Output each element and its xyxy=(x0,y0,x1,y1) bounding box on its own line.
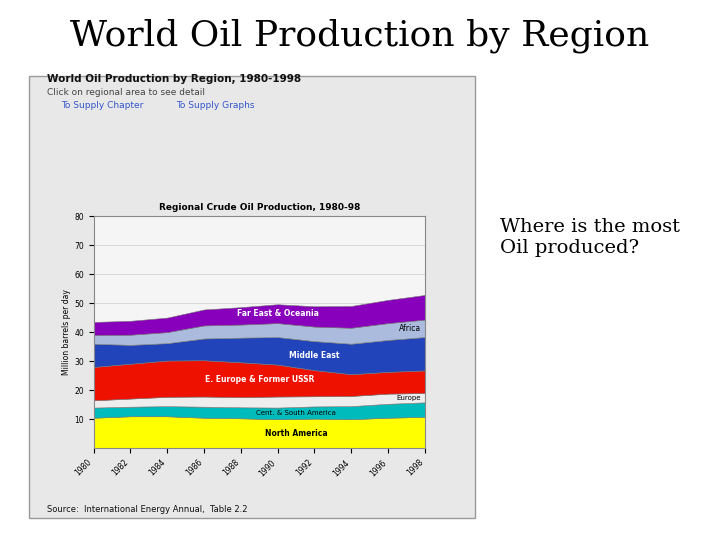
Text: Click on regional area to see detail: Click on regional area to see detail xyxy=(47,88,204,97)
Text: Middle East: Middle East xyxy=(289,351,340,360)
Text: Where is the most
Oil produced?: Where is the most Oil produced? xyxy=(500,218,680,257)
Text: World Oil Production by Region, 1980-1998: World Oil Production by Region, 1980-199… xyxy=(47,73,301,84)
Text: Far East & Oceania: Far East & Oceania xyxy=(237,309,318,318)
Title: Regional Crude Oil Production, 1980-98: Regional Crude Oil Production, 1980-98 xyxy=(158,204,360,212)
Text: To Supply Chapter: To Supply Chapter xyxy=(61,101,143,110)
Text: Europe: Europe xyxy=(397,395,421,401)
Text: Africa: Africa xyxy=(399,324,421,333)
Text: Source:  International Energy Annual,  Table 2.2: Source: International Energy Annual, Tab… xyxy=(47,505,247,514)
Text: North America: North America xyxy=(265,429,328,438)
Y-axis label: Million barrels per day: Million barrels per day xyxy=(63,289,71,375)
Text: E. Europe & Former USSR: E. Europe & Former USSR xyxy=(204,375,314,384)
Text: To Supply Graphs: To Supply Graphs xyxy=(176,101,255,110)
Text: Cent. & South America: Cent. & South America xyxy=(256,410,336,416)
Text: World Oil Production by Region: World Oil Production by Region xyxy=(71,19,649,53)
